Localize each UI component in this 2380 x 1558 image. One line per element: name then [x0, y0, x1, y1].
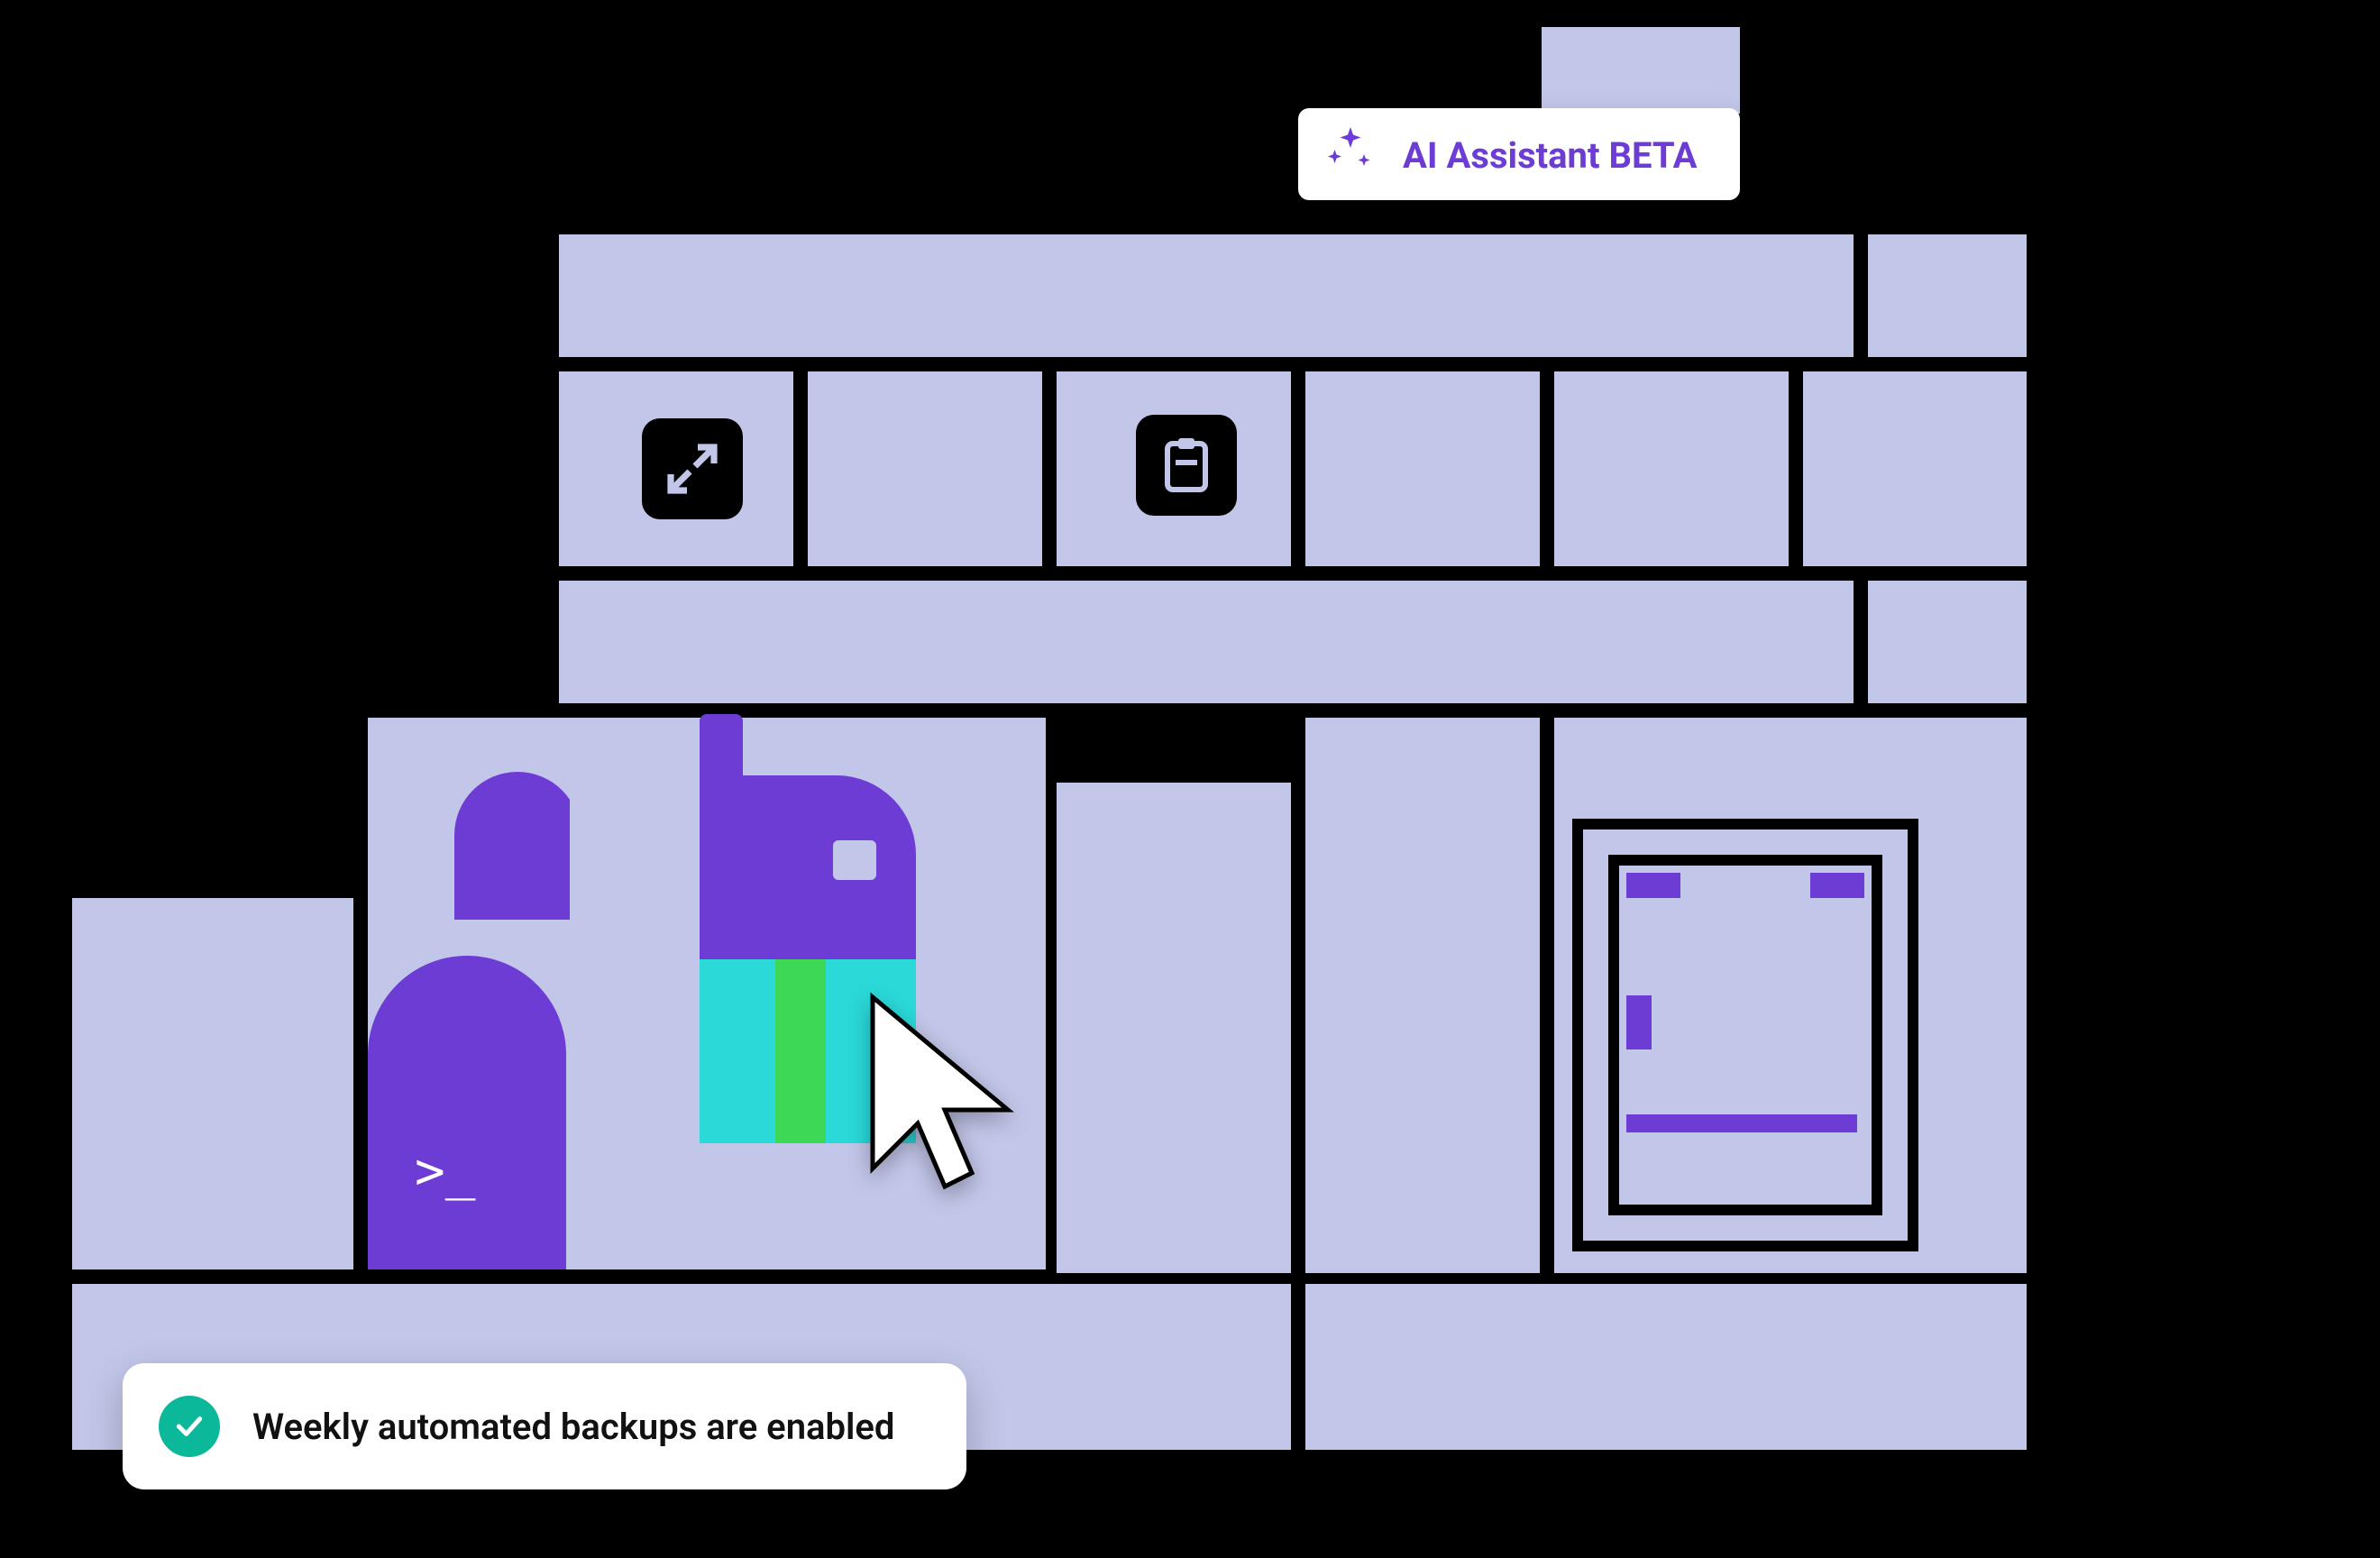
resize-icon — [642, 418, 743, 519]
infographic-canvas: AI Assistant BETA — [0, 0, 2380, 1558]
ai-assistant-pill[interactable]: AI Assistant BETA — [1298, 108, 1740, 200]
shape-green — [775, 959, 826, 1143]
bg-block — [1305, 371, 1540, 566]
terminal-prompt: >_ — [415, 1141, 475, 1201]
bg-block — [1542, 27, 1740, 114]
bg-block — [559, 581, 1854, 703]
house-icon — [833, 840, 876, 880]
bg-block — [1057, 783, 1291, 1273]
clipboard-icon — [1136, 415, 1237, 516]
terminal-bubble: >_ — [368, 956, 566, 1269]
bg-block — [72, 898, 353, 1269]
bg-block — [1305, 718, 1540, 1273]
settings-gear-icon — [1597, 400, 1727, 537]
shape-purple — [454, 772, 581, 920]
sparkles-icon — [1323, 123, 1378, 186]
check-circle-icon — [159, 1396, 220, 1457]
bg-block — [808, 371, 1042, 566]
bg-block — [1868, 234, 2027, 357]
bg-block — [1868, 581, 2027, 703]
shape-purple — [700, 775, 916, 959]
server-rack-outer — [1572, 819, 1918, 1251]
bg-block — [559, 234, 1854, 357]
ai-assistant-label: AI Assistant BETA — [1403, 133, 1697, 176]
toast-message: Weekly automated backups are enabled — [252, 1405, 894, 1448]
shape-peak — [570, 725, 700, 920]
cursor-icon — [855, 988, 1035, 1212]
server-rack-inner — [1608, 855, 1882, 1215]
bg-block — [1305, 1284, 2027, 1450]
bg-block — [1803, 371, 2027, 566]
backup-toast: Weekly automated backups are enabled — [123, 1363, 966, 1489]
